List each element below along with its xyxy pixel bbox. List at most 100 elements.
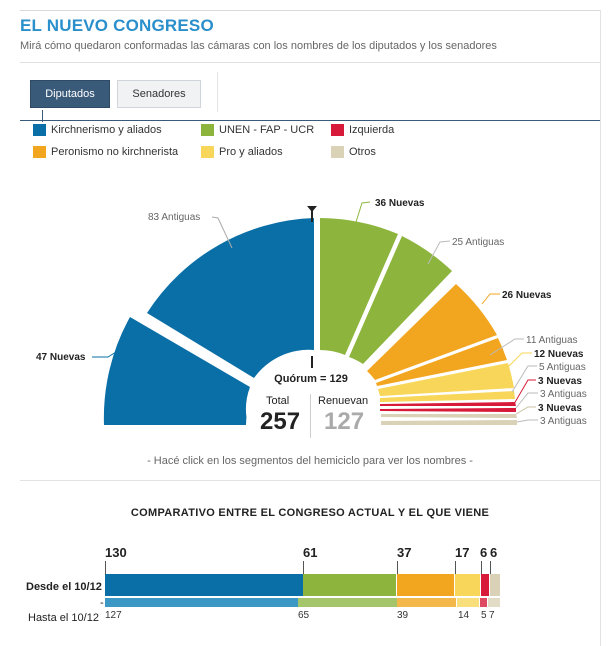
label-k-nuevas: 47 Nuevas [36,352,86,363]
page-title: EL NUEVO CONGRESO [20,16,214,35]
segment-otros-nuevas[interactable] [381,414,517,418]
label-pro-nuevas: 12 Nuevas [534,349,584,360]
quorum-marker [307,206,317,368]
leader-pro-nuevas [505,352,532,370]
tick-unen [303,561,304,575]
top-number-peronismo: 37 [397,545,412,560]
legend-label: Kirchnerismo y aliados [51,124,162,136]
segment-peronismo-antiguas[interactable] [376,338,507,386]
bar-hasta-izquierda[interactable] [480,598,487,607]
tab-divider [217,72,218,112]
label-unen-antiguas: 25 Antiguas [452,237,504,248]
leader-unen-nuevas [355,201,371,223]
legend-swatch [201,124,214,136]
top-number-kirchnerismo: 130 [105,545,127,560]
hemicycle-chart: 47 Nuevas 83 Antiguas 36 Nuevas 25 Antig… [36,198,587,427]
label-pj-antiguas: 11 Antiguas [526,335,578,346]
bar-desde-unen[interactable] [303,574,396,596]
bar-desde-kirchnerismo[interactable] [105,574,303,596]
row-label-hasta: Hasta el 10/12 [28,612,99,624]
bar-row-desde [105,574,500,596]
top-number-pro: 17 [455,545,470,560]
bar-desde-izquierda[interactable] [481,574,489,596]
segment-otros-antiguas[interactable] [381,420,518,425]
bottom-number-pro: 14 [458,610,470,621]
tick-izquierda [481,561,482,575]
leader-pro-antiguas [511,365,537,393]
label-izq-nuevas: 3 Nuevas [538,376,582,387]
tab-senadores[interactable]: Senadores [117,80,201,108]
segment-peronismo-nuevas[interactable] [367,284,497,380]
leader-lines [92,201,538,423]
legend-label: Izquierda [349,124,395,136]
segment-izquierda-antiguas[interactable] [380,402,516,406]
comparison-title: COMPARATIVO ENTRE EL CONGRESO ACTUAL Y E… [130,507,490,519]
leader-k-nuevas [92,351,117,358]
bar-hasta-unen[interactable] [298,598,397,607]
active-tab-pointer [42,110,43,122]
page-subtitle: Mirá cómo quedaron conformadas las cámar… [20,40,497,52]
legend-swatch [33,124,46,136]
summary-divider [310,394,311,438]
legend-swatch [331,124,344,136]
bar-hasta-peronismo[interactable] [397,598,456,607]
legend-label: Otros [349,146,376,158]
total-label: Total [266,395,290,407]
segment-unen-antiguas[interactable] [349,236,452,364]
bottom-number-otros: 7 [489,610,495,621]
tick-pro [455,561,456,575]
legend-label: Pro y aliados [219,146,283,158]
renuevan-value: 127 [324,408,365,435]
bar-hasta-kirchnerismo[interactable] [105,598,298,607]
top-number-unen: 61 [303,545,318,560]
label-k-antiguas: 83 Antiguas [148,212,200,223]
leader-otros-antiguas [516,419,538,423]
header-separator [20,62,600,63]
leader-izq-antiguas [515,392,538,409]
click-hint: - Hacé click en los segmentos del hemici… [147,455,473,467]
bar-hasta-pro[interactable] [457,598,479,607]
leader-otros-nuevas [515,406,536,415]
tick-otros [490,561,491,575]
bottom-number-izquierda: 5 [481,610,487,621]
legend-label: UNEN - FAP - UCR [219,124,315,136]
row-separator-dash: - [100,597,104,609]
top-number-otros: 6 [490,545,498,560]
bottom-number-unen: 65 [298,610,310,621]
renuevan-label: Renuevan [318,395,369,407]
tick-kirchnerismo [105,561,106,575]
quorum-marker-triangle [307,206,317,212]
row-label-desde: Desde el 10/12 [26,581,102,593]
legend-label: Peronismo no kirchnerista [51,146,179,158]
segment-kirchnerismo-antiguas[interactable] [147,218,314,378]
segment-pro-antiguas[interactable] [380,391,515,402]
bar-hasta-otros[interactable] [488,598,500,607]
quorum-label: Quórum = 129 [274,373,348,385]
tab-underline [20,120,600,121]
section-separator [20,480,600,481]
label-pj-nuevas: 26 Nuevas [502,290,552,301]
top-border [20,10,600,11]
segment-pro-nuevas[interactable] [378,363,514,396]
bar-desde-otros[interactable] [490,574,500,596]
label-unen-nuevas: 36 Nuevas [375,198,425,209]
label-otros-nuevas: 3 Nuevas [538,403,582,414]
leader-pj-antiguas [489,338,524,356]
total-value: 257 [260,408,301,435]
bar-desde-peronismo[interactable] [397,574,454,596]
bottom-number-kirchnerismo: 127 [105,610,122,621]
legend-swatch [201,146,214,158]
label-pro-antiguas: 5 Antiguas [539,362,586,373]
leader-unen-antiguas [427,240,451,265]
top-number-izquierda: 6 [480,545,488,560]
hemicycle-center [246,359,378,425]
legend-swatch [33,146,46,158]
bar-row-hasta [105,598,500,607]
label-izq-antiguas: 3 Antiguas [540,389,587,400]
bottom-number-peronismo: 39 [397,610,409,621]
tab-diputados[interactable]: Diputados [30,80,110,108]
bar-desde-pro[interactable] [455,574,480,596]
segment-izquierda-nuevas[interactable] [380,408,517,412]
segment-kirchnerismo-nuevas[interactable] [103,317,250,425]
segment-unen-nuevas[interactable] [320,218,398,355]
